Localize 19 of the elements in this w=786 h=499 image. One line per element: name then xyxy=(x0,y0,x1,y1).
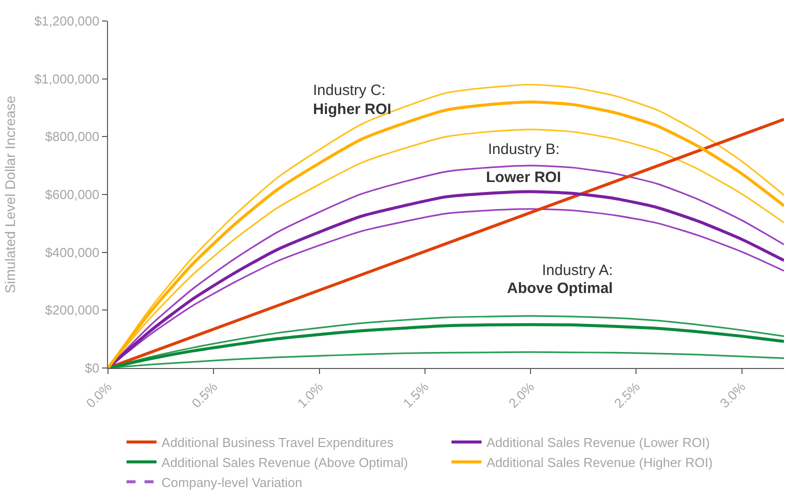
y-tick-label: $800,000 xyxy=(45,129,100,144)
legend-label: Additional Sales Revenue (Higher ROI) xyxy=(486,454,713,470)
y-tick-label: $1,000,000 xyxy=(34,71,100,86)
legend-label: Additional Sales Revenue (Lower ROI) xyxy=(486,435,710,450)
y-tick-label: $600,000 xyxy=(45,187,100,202)
legend-label: Company-level Variation xyxy=(162,474,302,490)
y-tick-label: $0 xyxy=(84,360,100,376)
y-tick-label: $1,200,000 xyxy=(34,14,100,29)
annotation: Industry B: xyxy=(488,141,560,158)
legend-label: Additional Business Travel Expenditures xyxy=(162,435,394,450)
y-tick-label: $400,000 xyxy=(45,244,100,260)
y-axis-title: Simulated Level Dollar Increase xyxy=(2,95,18,294)
y-tick-label: $200,000 xyxy=(45,302,100,318)
annotation: Higher ROI xyxy=(313,101,392,118)
annotation: Above Optimal xyxy=(507,280,613,297)
annotation: Industry A: xyxy=(542,262,613,279)
annotation: Lower ROI xyxy=(486,169,562,186)
annotation: Industry C: xyxy=(313,82,386,99)
legend-label: Additional Sales Revenue (Above Optimal) xyxy=(162,454,408,470)
